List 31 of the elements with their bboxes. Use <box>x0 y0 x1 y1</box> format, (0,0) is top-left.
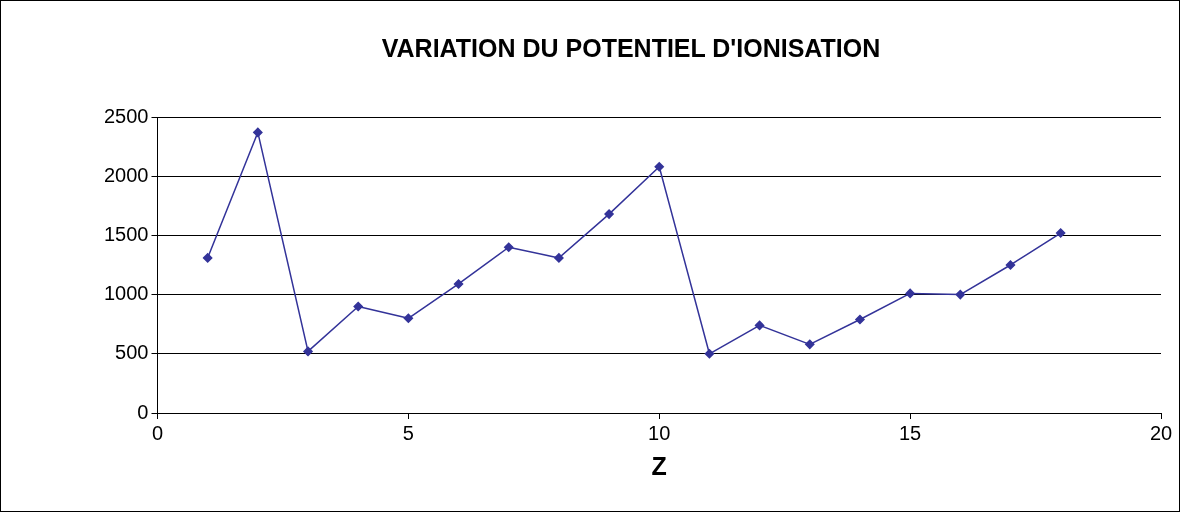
point <box>403 313 414 324</box>
point <box>905 288 915 299</box>
point <box>604 209 614 219</box>
x-tick-label: 0 <box>151 421 164 444</box>
point <box>955 289 966 300</box>
chart-title: VARIATION DU POTENTIEL D'IONISATION <box>381 33 881 62</box>
y-tick-label: 2500 <box>103 104 149 127</box>
x-tick-label: 5 <box>402 421 414 444</box>
point <box>704 349 715 359</box>
y-tick-label: 1000 <box>103 282 149 305</box>
point <box>754 320 765 331</box>
y-tick-label: 1500 <box>103 222 149 245</box>
point <box>453 279 464 289</box>
y-tick-label: 500 <box>115 341 149 364</box>
point <box>303 346 313 357</box>
point <box>855 314 865 325</box>
x-tick-label: 20 <box>1149 421 1173 444</box>
point <box>654 161 664 172</box>
y-tick-label: 2000 <box>103 163 149 186</box>
y-tick-label: 0 <box>137 400 149 423</box>
point <box>353 301 363 312</box>
point <box>554 253 564 263</box>
point <box>805 339 815 350</box>
point <box>253 127 263 138</box>
x-tick-label: 10 <box>648 421 671 444</box>
x-axis-title: Z <box>651 451 667 480</box>
x-tick-label: 15 <box>899 421 922 444</box>
point <box>1055 228 1066 238</box>
point <box>202 253 213 263</box>
point <box>503 242 514 252</box>
point <box>1005 260 1016 270</box>
